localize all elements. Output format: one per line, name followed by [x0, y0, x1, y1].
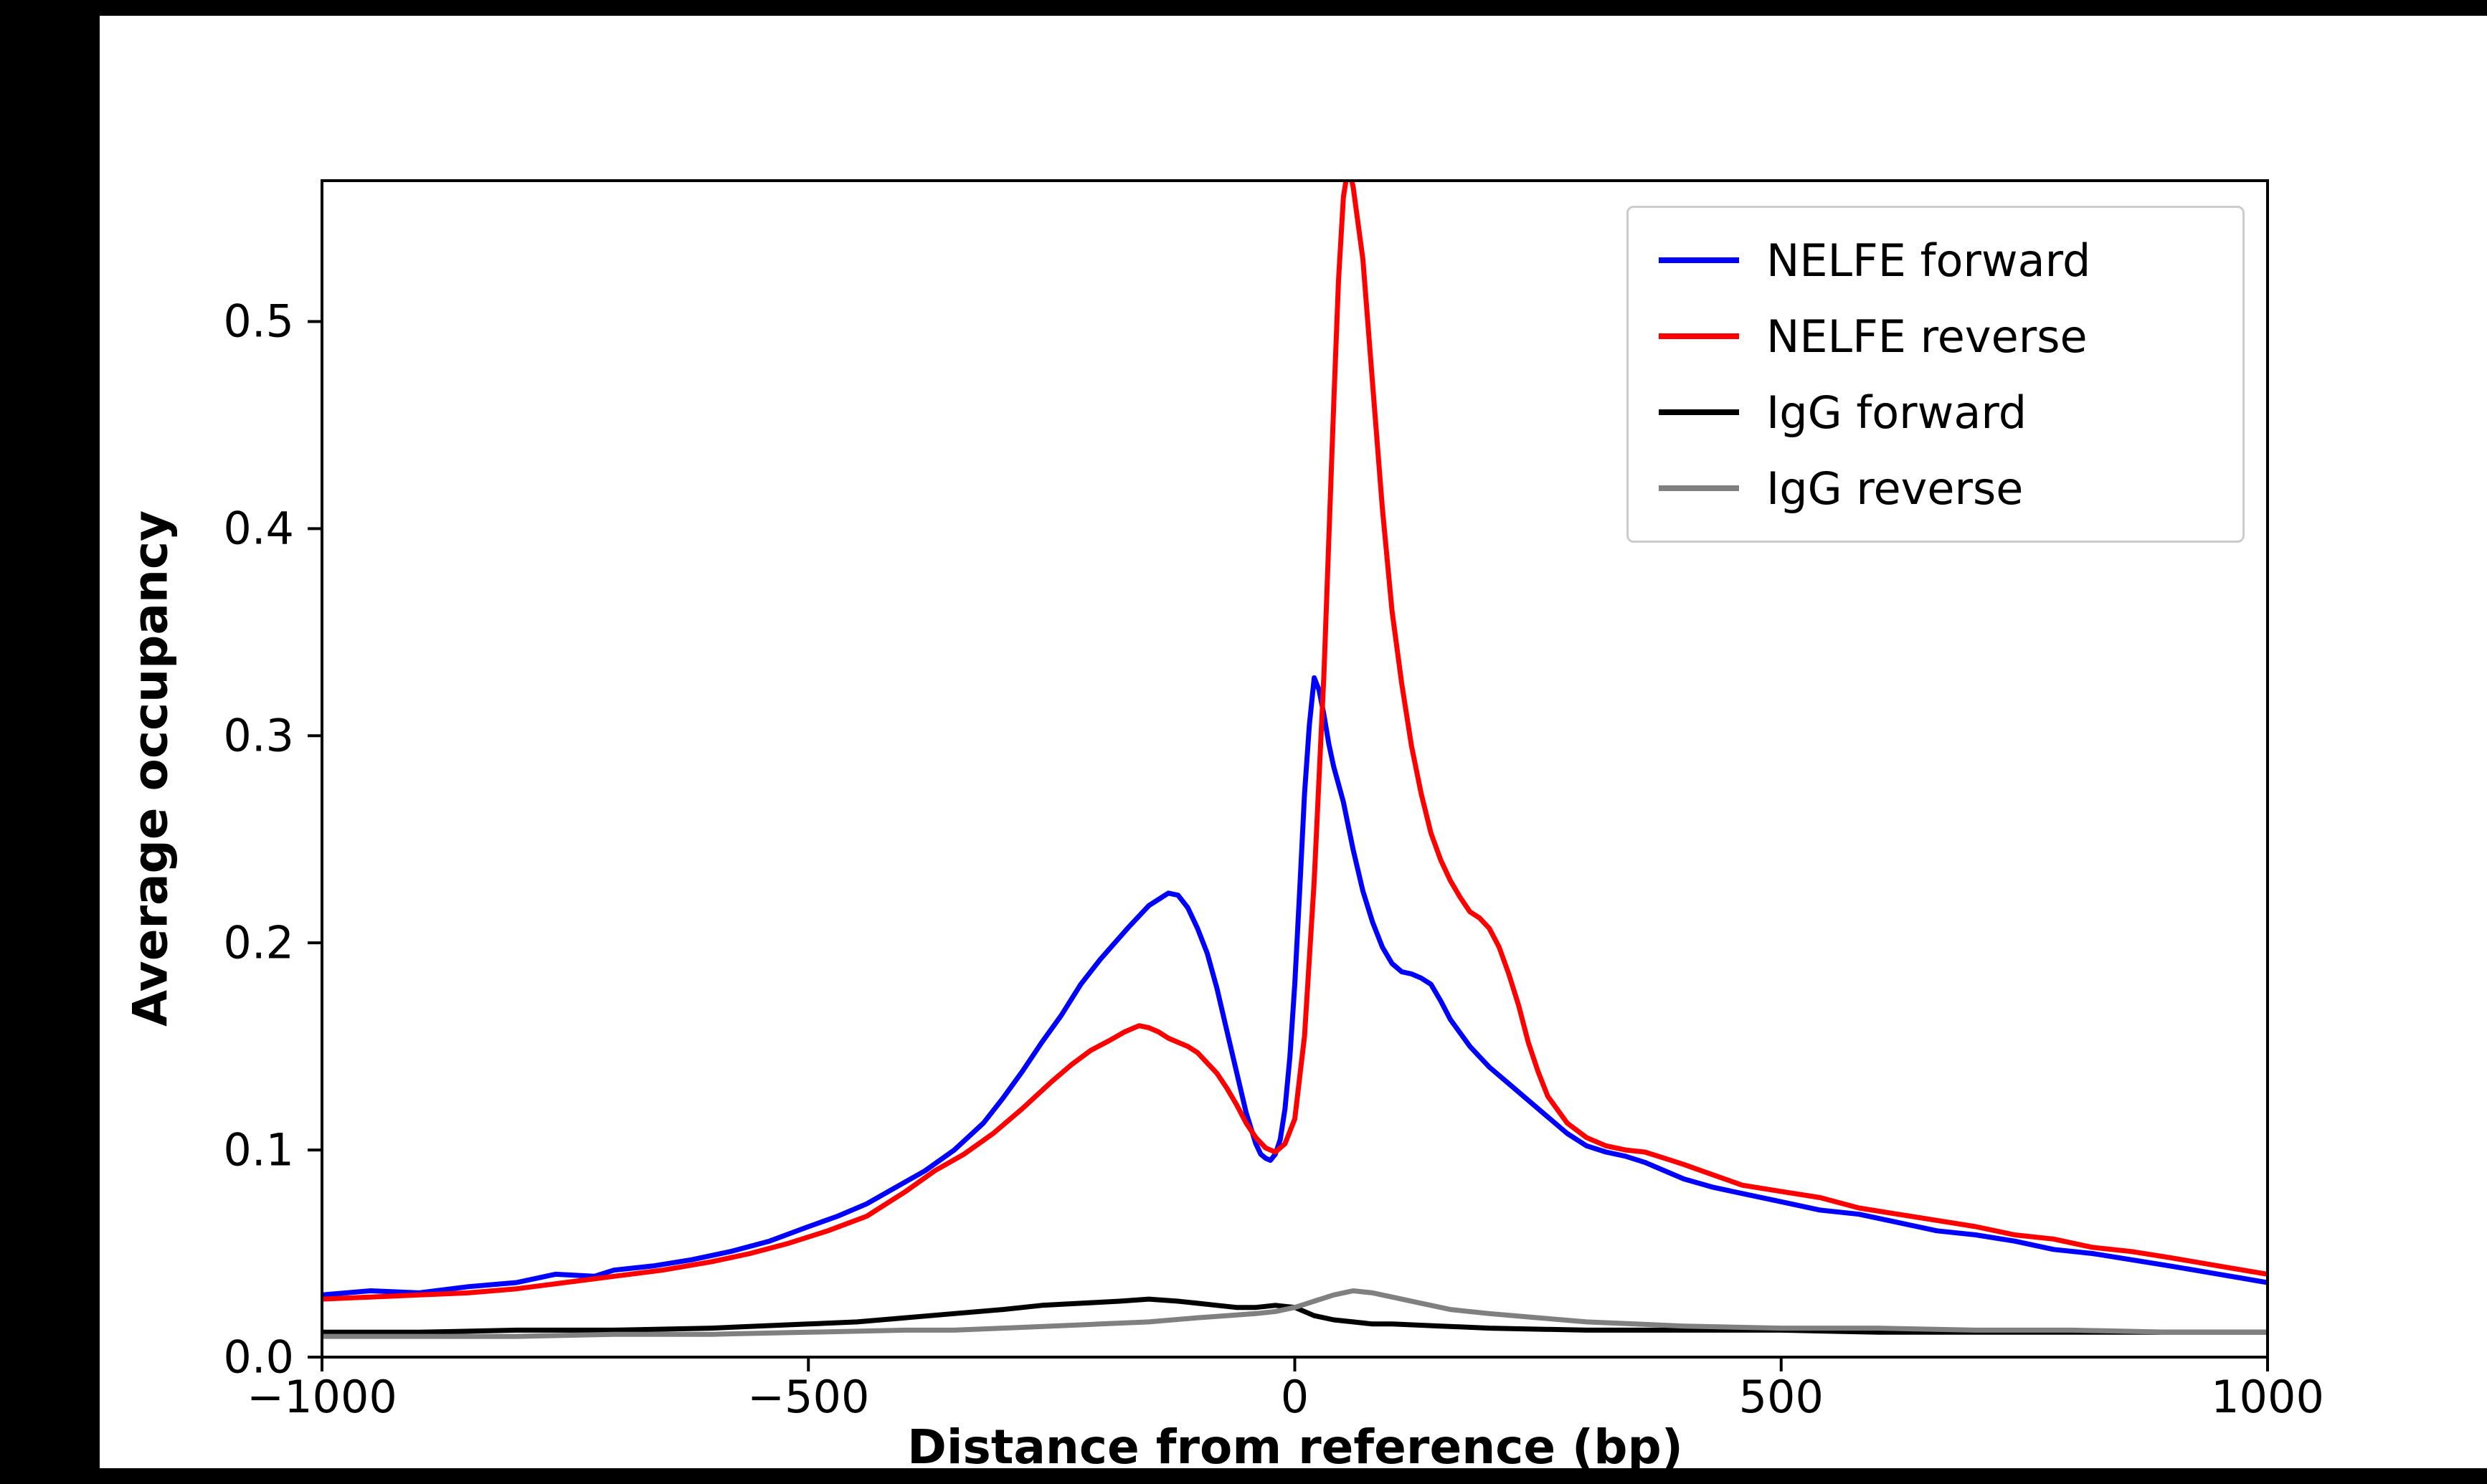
- x-tick-label: −500: [747, 1371, 870, 1423]
- series-line-1: [322, 181, 2268, 1302]
- legend-line-swatch: [1659, 257, 1739, 263]
- y-axis-title: Average occupancy: [123, 510, 179, 1027]
- legend-line-swatch: [1659, 333, 1739, 339]
- series-line-0: [322, 675, 2268, 1298]
- legend-label: IgG reverse: [1766, 462, 2024, 515]
- y-tick-label: 0.4: [223, 502, 294, 555]
- legend: NELFE forward NELFE reverse IgG forward …: [1626, 206, 2245, 543]
- x-axis-title: Distance from reference (bp): [907, 1419, 1683, 1475]
- legend-label: IgG forward: [1766, 386, 2027, 439]
- legend-label: NELFE reverse: [1766, 310, 2088, 363]
- y-tick-label: 0.1: [223, 1123, 294, 1176]
- legend-item-igg-reverse: IgG reverse: [1659, 462, 2212, 515]
- y-tick-label: 0.3: [223, 709, 294, 762]
- y-tick-label: 0.5: [223, 295, 294, 348]
- legend-item-nelfe-forward: NELFE forward: [1659, 234, 2212, 287]
- x-tick-label: 0: [1280, 1371, 1309, 1423]
- y-tick-label: 0.0: [223, 1331, 294, 1384]
- legend-item-nelfe-reverse: NELFE reverse: [1659, 310, 2212, 363]
- x-tick-label: 1000: [2211, 1371, 2324, 1423]
- series-line-2: [322, 1296, 2268, 1335]
- x-tick-label: −1000: [247, 1371, 397, 1423]
- legend-line-swatch: [1659, 409, 1739, 415]
- series-line-3: [322, 1288, 2268, 1339]
- legend-label: NELFE forward: [1766, 234, 2091, 287]
- axes-spines: [321, 179, 2269, 1359]
- x-tick-label: 500: [1738, 1371, 1824, 1423]
- legend-line-swatch: [1659, 485, 1739, 491]
- y-tick-label: 0.2: [223, 916, 294, 969]
- legend-item-igg-forward: IgG forward: [1659, 386, 2212, 439]
